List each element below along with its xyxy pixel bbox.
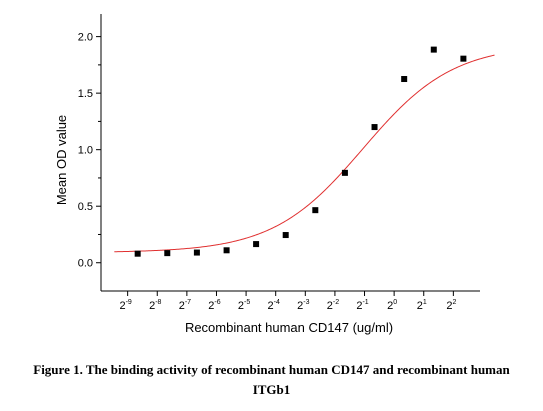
fit-curve-group [114, 54, 495, 253]
x-tick-label: 2-2 [327, 299, 339, 312]
x-axis-label: Recombinant human CD147 (ug/ml) [185, 320, 393, 335]
data-point [282, 232, 289, 239]
x-tick-label: 2-3 [297, 299, 309, 312]
data-point [460, 55, 467, 62]
y-tick-label: 1.5 [78, 88, 93, 100]
x-tick-label: 2-1 [356, 299, 368, 312]
x-tick-label: 22 [446, 299, 456, 312]
data-point [371, 124, 378, 131]
x-tick-label: 2-9 [119, 299, 131, 312]
data-point [312, 207, 319, 214]
y-tick-label: 0.5 [78, 201, 93, 213]
data-point [134, 250, 141, 257]
x-tick-label: 2-4 [268, 299, 280, 312]
y-tick-label: 0.0 [78, 258, 93, 270]
x-tick-label: 20 [387, 299, 397, 312]
data-point [341, 169, 348, 176]
x-tick-label: 2-7 [179, 299, 191, 312]
x-tick-label: 21 [417, 299, 427, 312]
x-tick-label: 2-5 [238, 299, 250, 312]
y-axis-label: Mean OD value [54, 115, 69, 205]
x-tick-label: 2-8 [149, 299, 161, 312]
fit-curve-line [114, 54, 495, 253]
caption-line-1: Figure 1. The binding activity of recomb… [33, 362, 510, 377]
data-point [253, 241, 260, 248]
data-point [223, 247, 230, 254]
data-point [401, 76, 408, 83]
data-point [164, 250, 171, 257]
chart-axes: 0.0 0.5 1.0 1.5 2.0 2-9 2-8 2-7 2-6 2-5 2-4 2-3 2-2 2… [78, 14, 480, 312]
y-tick-label: 1.0 [78, 145, 93, 157]
y-tick-label: 2.0 [78, 32, 93, 44]
data-point [430, 46, 437, 53]
x-tick-label: 2-6 [208, 299, 220, 312]
figure-caption: Figure 1. The binding activity of recomb… [10, 360, 533, 400]
binding-activity-chart: 0.0 0.5 1.0 1.5 2.0 2-9 2-8 2-7 2-6 2-5 2-4 2-3 2-2 2… [54, 14, 495, 335]
caption-line-2: ITGb1 [252, 382, 291, 397]
data-point [193, 249, 200, 256]
data-points-group [134, 46, 467, 257]
